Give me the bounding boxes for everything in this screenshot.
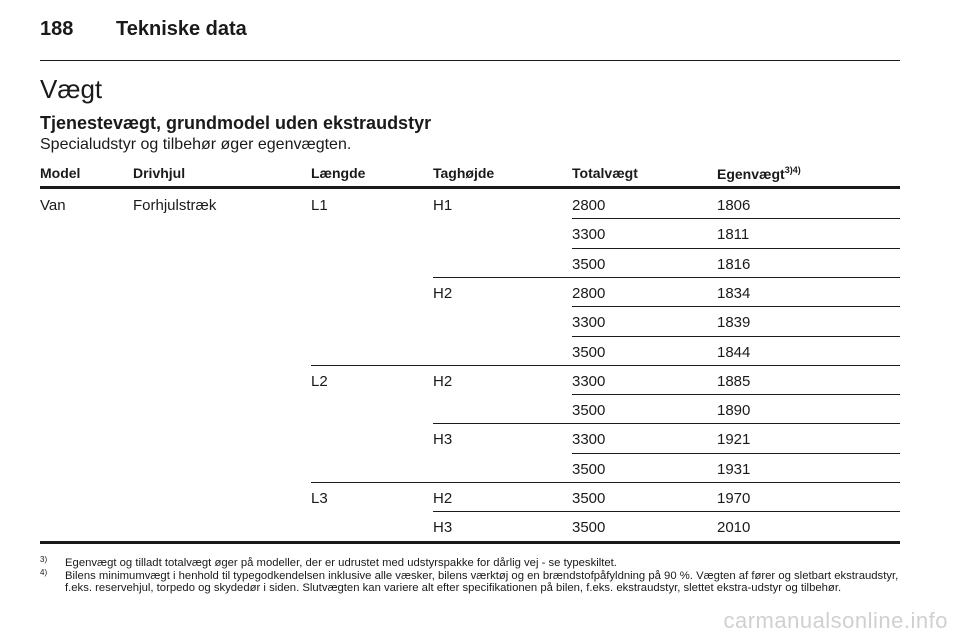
cell-curb-weight: 1811 [717,226,750,244]
cell-curb-weight: 1834 [717,284,751,302]
cell-total-weight: 3500 [572,343,606,361]
cell-curb-weight: 1839 [717,314,751,332]
footnote-text: Bilens minimumvægt i henhold til typegod… [65,569,899,595]
header-footnote-refs: 3)4) [784,165,801,175]
footnote: 3) Egenvægt og tilladt totalvægt øger på … [40,555,900,570]
cell-roof-height: H2 [433,372,453,390]
cell-curb-weight: 1921 [717,431,751,449]
header-divider [40,60,900,61]
header-curb-weight: Egenvægt3)4) [717,165,801,182]
cell-curb-weight: 1931 [717,460,751,478]
cell-length: L2 [311,372,328,390]
header-roof-height: Taghøjde [433,165,495,181]
footnote-mark: 3) [40,555,48,564]
row-divider [433,276,900,278]
cell-curb-weight: 1885 [717,372,751,390]
cell-model: Van [40,197,66,214]
cell-total-weight: 3500 [572,460,606,478]
cell-drive: Forhjulstræk [133,197,217,214]
footnotes: 3) Egenvægt og tilladt totalvægt øger på … [40,555,900,595]
cell-roof-height: H3 [433,519,453,537]
cell-curb-weight: 2010 [717,519,751,537]
footnote-mark: 4) [40,567,48,577]
weight-table: Model Drivhjul Længde Taghøjde Totalvægt… [40,160,900,544]
table-header: Model Drivhjul Længde Taghøjde Totalvægt… [40,160,900,189]
row-divider [572,394,900,396]
header-drive: Drivhjul [133,165,186,181]
row-divider [572,218,900,220]
cell-curb-weight: 1970 [717,490,751,507]
cell-curb-weight: 1890 [717,402,751,420]
header-model: Model [40,165,81,181]
cell-total-weight: 3500 [572,255,606,273]
page-number: 188 [40,18,74,40]
row-divider [572,306,900,308]
row-divider [311,364,900,366]
row-divider [433,511,900,513]
cell-length: L3 [311,490,328,507]
row-divider [572,247,900,249]
cell-total-weight: 3500 [572,519,606,537]
page-header: 188 Tekniske data [40,18,247,41]
row-divider [572,335,900,337]
footnote-text: Egenvægt og tilladt totalvægt øger på mo… [65,557,617,569]
chapter-title: Tekniske data [116,18,247,40]
cell-curb-weight: 1806 [717,197,751,214]
cell-roof-height: H3 [433,431,453,449]
cell-length: L1 [311,197,328,214]
cell-total-weight: 3300 [572,226,606,244]
cell-roof-height: H1 [433,197,453,214]
header-total-weight: Totalvægt [572,165,638,181]
cell-roof-height: H2 [433,490,453,507]
footnote: 4) Bilens minimumvægt i henhold til typeg… [40,567,900,595]
subsection-title: Tjenestevægt, grundmodel uden ekstraudst… [40,113,432,133]
header-length: Længde [311,165,366,181]
header-curb-weight-label: Egenvægt [717,166,785,182]
section-title: Vægt [40,74,103,104]
row-divider [572,452,900,454]
table-body: Van Forhjulstræk L1 H1 2800 1806 3300 1811 3500 1… [40,189,900,544]
cell-total-weight: 2800 [572,197,606,214]
row-divider [433,423,900,425]
row-divider [311,482,900,483]
cell-total-weight: 3300 [572,431,606,449]
cell-total-weight: 2800 [572,284,606,302]
cell-curb-weight: 1816 [717,255,751,273]
cell-total-weight: 3300 [572,372,606,390]
cell-total-weight: 3300 [572,314,606,332]
cell-total-weight: 3500 [572,402,606,420]
cell-roof-height: H2 [433,284,453,302]
cell-total-weight: 3500 [572,490,606,507]
watermark: carmanualsonline.info [723,608,948,633]
intro-text: Specialudstyr og tilbehør øger egenvægte… [40,136,352,153]
cell-curb-weight: 1844 [717,343,751,361]
